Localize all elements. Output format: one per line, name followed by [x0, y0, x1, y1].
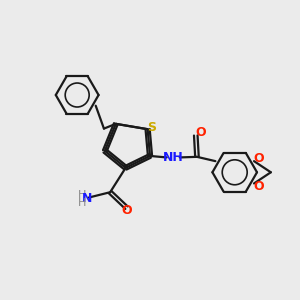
- Text: O: O: [195, 126, 206, 139]
- Text: H: H: [78, 199, 86, 208]
- Text: O: O: [254, 180, 264, 193]
- Text: H: H: [78, 190, 86, 200]
- Text: N: N: [82, 192, 92, 205]
- Text: NH: NH: [163, 151, 184, 164]
- Text: S: S: [147, 121, 156, 134]
- Text: O: O: [122, 203, 132, 217]
- Text: O: O: [254, 152, 264, 165]
